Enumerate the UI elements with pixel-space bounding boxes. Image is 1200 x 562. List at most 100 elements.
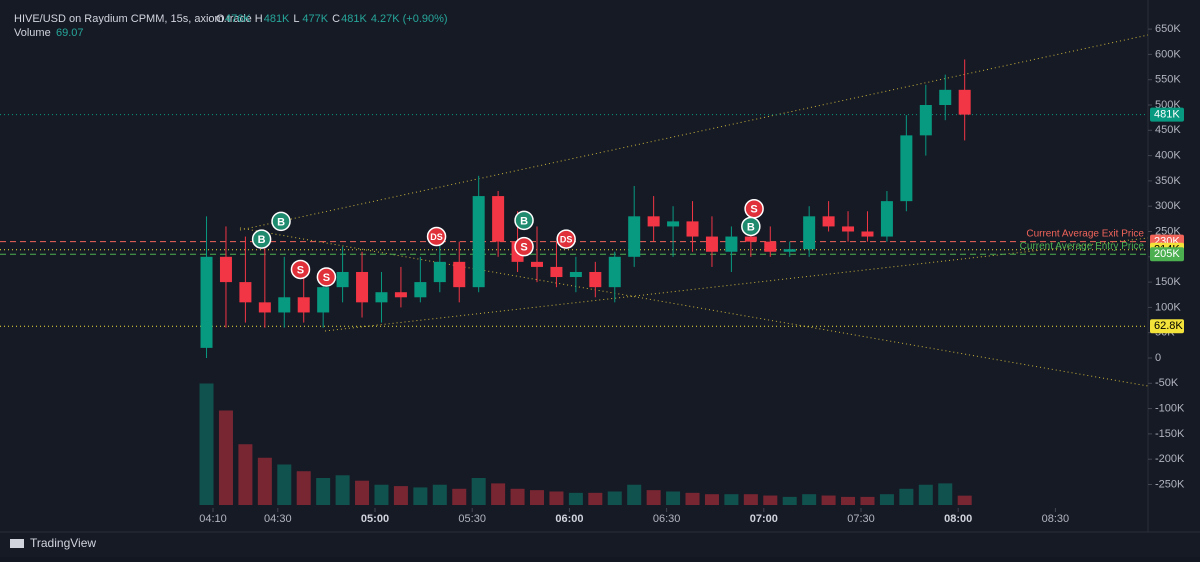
volume-title: Volume	[14, 27, 51, 39]
price-level-name: Current Average Exit Price	[1026, 228, 1144, 239]
volume-bar	[530, 490, 544, 505]
candle-body	[589, 271, 602, 288]
y-tick-label: 300K	[1155, 200, 1181, 212]
volume-bar	[257, 457, 272, 505]
y-tick-label: 250K	[1155, 225, 1181, 237]
candle-body	[492, 196, 505, 242]
volume-bar	[238, 444, 253, 505]
trade-marker-label: B	[258, 234, 266, 246]
volume-bar	[471, 478, 486, 505]
volume-bar	[374, 484, 389, 505]
candle-body	[667, 221, 680, 227]
candle-body	[686, 221, 699, 237]
candle-body	[531, 261, 543, 267]
x-tick-label: 06:00	[555, 513, 583, 525]
volume-bar	[646, 490, 661, 505]
ohlc-value: 481K	[264, 13, 290, 25]
price-level-badge	[1150, 319, 1184, 334]
volume-bar	[763, 495, 778, 505]
volume-bar	[510, 488, 525, 505]
volume-bar	[704, 494, 719, 505]
header-title: HIVE/USD on Raydium CPMM, 15s, axiom.tra…	[14, 13, 252, 25]
x-tick-label: 07:00	[750, 513, 778, 525]
volume-bar	[491, 483, 506, 505]
price-level-label: 205K	[1154, 248, 1180, 260]
volume-bar	[743, 494, 758, 505]
volume-bar	[685, 492, 700, 505]
x-tick-label: 06:30	[653, 513, 681, 525]
y-tick-label: 400K	[1155, 150, 1181, 162]
change: 4.27K (+0.90%)	[371, 13, 448, 25]
candle-body	[861, 231, 874, 237]
trade-marker-label: B	[277, 216, 285, 228]
candle-body	[200, 256, 213, 348]
candle-body	[958, 89, 971, 115]
x-tick-label: 08:00	[944, 513, 972, 525]
volume-bar	[218, 410, 233, 505]
price-level-name: Current Average Entry Price	[1020, 241, 1145, 252]
trade-marker	[271, 211, 291, 232]
volume-bar	[296, 471, 311, 505]
volume-bar	[627, 484, 642, 505]
volume-bar	[938, 483, 953, 505]
trend-line	[239, 227, 1149, 387]
y-tick-label: -150K	[1155, 428, 1185, 440]
trade-marker	[426, 226, 447, 247]
trend-line	[239, 34, 1149, 231]
price-level-badge	[1150, 107, 1184, 122]
price-level-label: 481K	[1154, 109, 1180, 121]
trade-marker	[290, 259, 311, 280]
volume-bar	[588, 492, 603, 505]
candle-body	[336, 271, 349, 288]
volume-bar	[568, 492, 583, 505]
candle-body	[472, 196, 485, 288]
volume-bar	[841, 496, 856, 505]
trade-marker-label: S	[750, 204, 757, 216]
volume-value: 69.07	[56, 27, 84, 39]
candle-body	[375, 292, 388, 303]
volume-bar	[666, 491, 681, 505]
volume-bar	[316, 478, 331, 505]
trade-marker	[316, 267, 337, 287]
volume-bar	[277, 464, 292, 505]
y-tick-label: -250K	[1155, 478, 1185, 490]
trade-marker	[251, 229, 272, 249]
candle-body	[705, 236, 718, 252]
volume-bar	[335, 475, 350, 505]
y-tick-label: 100K	[1155, 301, 1181, 313]
trade-marker-label: S	[323, 272, 330, 284]
ohlc-letter: C	[332, 13, 340, 25]
y-tick-label: -50K	[1155, 377, 1179, 389]
candle-body	[608, 256, 621, 288]
candle-body	[433, 261, 446, 283]
volume-bar	[607, 491, 622, 505]
trade-marker	[556, 229, 576, 249]
price-level-label: 62.8K	[1154, 320, 1183, 332]
candle-body	[550, 266, 563, 278]
candle-body	[725, 236, 738, 252]
volume-bar	[549, 491, 564, 505]
candle-body	[317, 287, 330, 313]
candle-body	[822, 216, 835, 227]
trade-marker-label: S	[520, 242, 527, 254]
volume-bar	[957, 495, 972, 505]
ohlc-value: 481K	[341, 13, 367, 25]
price-level-badge	[1150, 247, 1184, 262]
candle-body	[939, 89, 952, 105]
candle-body	[278, 297, 291, 313]
candle-body	[414, 282, 427, 298]
x-tick-label: 05:30	[458, 513, 486, 525]
volume-bar	[802, 494, 817, 505]
candle-body	[842, 226, 855, 232]
plot: 650K600K550K500K450K400K350K300K250K200K…	[0, 23, 1185, 525]
candle-body	[919, 105, 932, 136]
brand: TradingView	[30, 536, 96, 550]
candle-body	[803, 216, 816, 250]
x-tick-label: 08:30	[1042, 513, 1070, 525]
y-tick-label: 600K	[1155, 48, 1181, 60]
candle-body	[628, 216, 641, 257]
candle-body	[647, 216, 660, 227]
volume-bar	[821, 495, 836, 505]
volume-bar	[393, 486, 408, 505]
trade-marker	[514, 210, 534, 231]
